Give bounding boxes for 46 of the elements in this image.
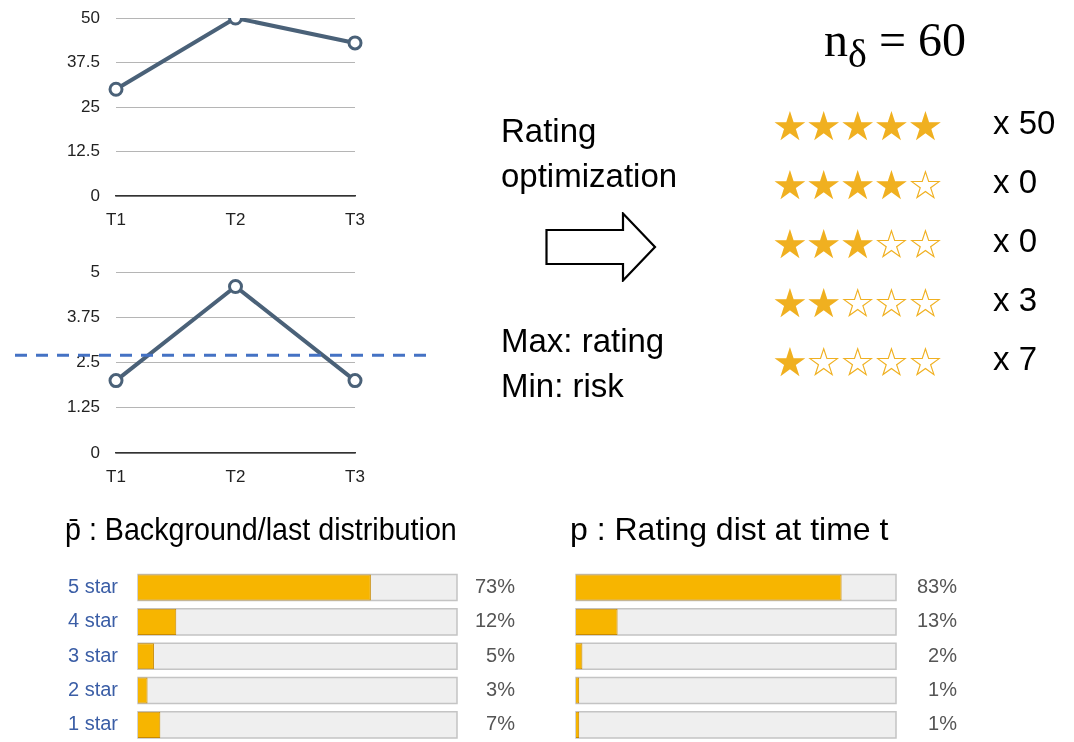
text: x 50 xyxy=(993,104,1056,141)
data-label: 1% xyxy=(928,678,958,701)
data-label: 73% xyxy=(474,575,516,598)
x-tick-label: T1 xyxy=(106,209,126,229)
data-label: 12% xyxy=(474,609,516,632)
y-tick-label: 50 xyxy=(81,7,100,27)
x-tick-label: T1 xyxy=(106,466,126,486)
y-tick-label: 0 xyxy=(90,185,100,205)
category-label: ★★★★☆ xyxy=(772,162,942,210)
text: Min: risk xyxy=(501,366,625,406)
data-label: 1% xyxy=(928,712,958,735)
category-label: ★★☆☆☆ xyxy=(772,280,942,328)
category-label: ★★★☆☆ xyxy=(772,221,942,269)
y-tick-label: 3 star xyxy=(67,643,119,666)
y-tick-label: 1.25 xyxy=(66,397,100,417)
x-tick-label: T2 xyxy=(225,466,246,486)
data-label: 7% xyxy=(486,712,516,735)
text: x 0 xyxy=(993,222,1038,259)
text: Max: rating xyxy=(501,321,666,361)
y-tick-label: 4 star xyxy=(67,609,119,632)
data-label: 13% xyxy=(916,609,958,632)
y-tick-label: 12.5 xyxy=(66,141,100,161)
x-tick-label: T3 xyxy=(345,209,365,229)
y-tick-label: 25 xyxy=(81,96,100,116)
y-tick-label: 5 star xyxy=(67,575,119,598)
y-tick-label: 5 xyxy=(90,261,100,281)
y-tick-label: 37.5 xyxy=(66,52,100,72)
y-tick-label: 3.75 xyxy=(66,306,100,326)
chart-title: p : Rating dist at time t xyxy=(570,511,889,548)
data-label: 3% xyxy=(486,678,516,701)
category-label: ★☆☆☆☆ xyxy=(772,339,942,387)
data-label: 5% xyxy=(486,643,516,666)
text: Rating optimization xyxy=(501,111,679,196)
x-tick-label: T3 xyxy=(345,466,365,486)
data-label: 83% xyxy=(916,575,958,598)
x-tick-label: T2 xyxy=(225,209,246,229)
chart-title: p̄ : Background/last distribution xyxy=(65,511,457,547)
text: x 7 xyxy=(993,340,1038,377)
text: x 3 xyxy=(993,281,1038,318)
category-label: ★★★★★ xyxy=(772,103,942,151)
y-tick-label: 2 star xyxy=(67,678,119,701)
data-label: 2% xyxy=(928,643,958,666)
text: x 0 xyxy=(993,163,1038,200)
y-tick-label: 0 xyxy=(90,442,100,462)
y-tick-label: 1 star xyxy=(67,712,119,735)
text: n$_{δ}$ = 60 xyxy=(823,12,967,77)
